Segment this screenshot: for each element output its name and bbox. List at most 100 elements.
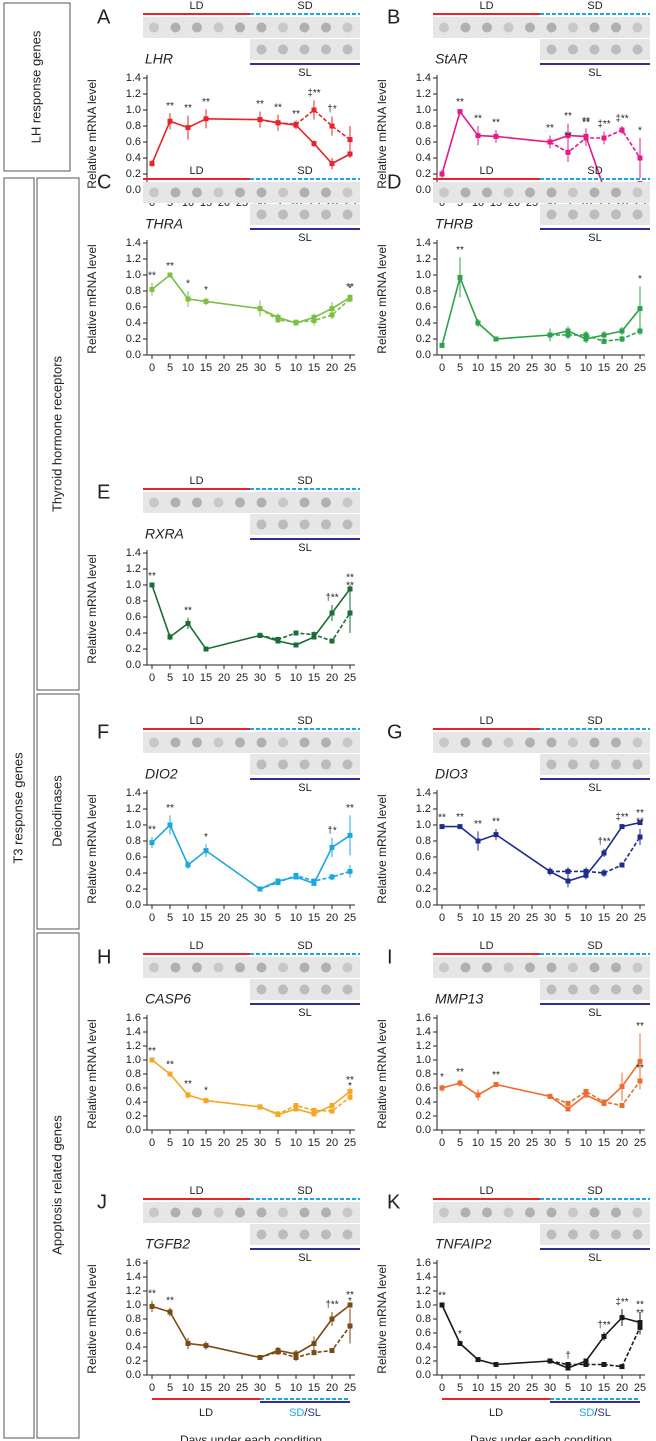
data-point — [347, 1302, 353, 1308]
data-point — [329, 1108, 335, 1114]
gene-name: DIO2 — [145, 766, 178, 782]
sd-label: SD — [587, 715, 602, 727]
y-tick-label: 1.4 — [126, 72, 141, 84]
sd-label: SD — [297, 165, 312, 177]
significance: ** — [492, 1070, 500, 1081]
data-point — [457, 1341, 463, 1346]
blot — [433, 957, 650, 978]
blot-spot — [342, 519, 353, 530]
blot-spot — [299, 519, 310, 530]
panel-letter: B — [387, 6, 400, 28]
significance: †** — [325, 593, 338, 604]
blot-spot — [170, 962, 181, 973]
condition-label: SL — [597, 1407, 610, 1419]
blot-spot — [611, 1229, 621, 1240]
significance: ** — [346, 1075, 354, 1086]
y-tick-label: 0.2 — [126, 643, 141, 655]
data-point — [347, 586, 353, 592]
data-point — [149, 582, 155, 588]
data-point — [637, 328, 643, 334]
y-tick-label: 0.6 — [126, 301, 141, 313]
blot-spot — [632, 187, 643, 198]
x-tick-label: 30 — [254, 672, 266, 684]
data-point — [475, 1357, 481, 1363]
y-axis-label: Relative mRNA level — [375, 79, 389, 188]
blot-spot — [321, 984, 331, 995]
blot-spot — [568, 187, 578, 198]
x-tick-label: 25 — [236, 912, 248, 924]
blot-spot — [342, 984, 353, 995]
data-point — [185, 125, 191, 131]
blot-spot — [342, 737, 353, 748]
data-point — [275, 1111, 281, 1117]
x-tick-label: 15 — [200, 912, 212, 924]
x-tick-label: 30 — [544, 912, 556, 924]
y-tick-label: 0.0 — [416, 899, 431, 911]
y-tick-label: 0.4 — [416, 317, 431, 329]
x-tick-label: 0 — [149, 912, 155, 924]
y-tick-label: 0.4 — [126, 152, 141, 164]
data-point — [329, 1348, 335, 1353]
y-tick-label: 0.4 — [126, 1341, 141, 1353]
data-point — [203, 298, 209, 304]
x-tick-label: 20 — [508, 1382, 520, 1394]
y-tick-label: 1.2 — [126, 253, 141, 265]
blot-spot — [632, 1229, 643, 1240]
significance: †* — [327, 104, 337, 115]
y-tick-label: 0.0 — [416, 184, 431, 196]
y-axis-label: Relative mRNA level — [85, 794, 99, 903]
x-tick-label: 25 — [634, 1137, 646, 1149]
data-point — [601, 135, 607, 141]
data-point — [185, 620, 191, 626]
y-tick-label: 1.2 — [126, 563, 141, 575]
blot-spot — [213, 1207, 224, 1218]
sd-label: SD — [297, 715, 312, 727]
x-tick-label: 30 — [254, 1137, 266, 1149]
y-tick-label: 1.4 — [126, 1026, 141, 1038]
data-line — [550, 836, 641, 874]
ld-label: LD — [189, 0, 203, 12]
data-line — [151, 1304, 351, 1359]
blot-spot — [192, 187, 202, 198]
condition-label: SL — [307, 1407, 320, 1419]
ld-label: LD — [189, 475, 203, 487]
blot-spot — [525, 962, 535, 973]
data-point — [547, 332, 553, 338]
significance: * — [638, 274, 642, 285]
x-tick-label: 20 — [326, 1137, 338, 1149]
significance: ‡** — [615, 1297, 628, 1308]
blot-spot — [299, 22, 310, 33]
blot-spot — [235, 1207, 245, 1218]
y-tick-label: 0.8 — [126, 120, 141, 132]
ld-label: LD — [479, 715, 493, 727]
y-tick-label: 0.0 — [416, 349, 431, 361]
y-tick-label: 0.8 — [416, 835, 431, 847]
data-line — [259, 1096, 351, 1115]
x-tick-label: 10 — [472, 362, 484, 374]
data-point — [439, 1302, 445, 1308]
sd-label: SD — [587, 1185, 602, 1197]
x-tick-label: 20 — [218, 672, 230, 684]
data-point — [547, 868, 553, 874]
blot-spot — [611, 209, 621, 220]
y-tick-label: 1.4 — [416, 72, 431, 84]
blot-spot — [256, 187, 267, 198]
x-tick-label: 15 — [308, 362, 320, 374]
x-tick-label: 0 — [149, 362, 155, 374]
panel-letter: K — [387, 1191, 401, 1213]
y-tick-label: 0.6 — [126, 851, 141, 863]
x-tick-label: 10 — [580, 362, 592, 374]
x-tick-label: 5 — [275, 912, 281, 924]
blot-spot — [589, 209, 600, 220]
x-tick-label: 5 — [275, 362, 281, 374]
gene-name: StAR — [435, 51, 468, 67]
data-point — [347, 296, 353, 302]
data-point — [565, 1362, 571, 1367]
x-tick-label: 25 — [634, 1382, 646, 1394]
x-tick-label: 5 — [275, 1137, 281, 1149]
blot-spot — [503, 22, 514, 33]
blot-spot — [149, 1207, 159, 1218]
x-tick-label: 5 — [565, 1137, 571, 1149]
data-point — [619, 862, 625, 868]
x-tick-label: 10 — [290, 1382, 302, 1394]
